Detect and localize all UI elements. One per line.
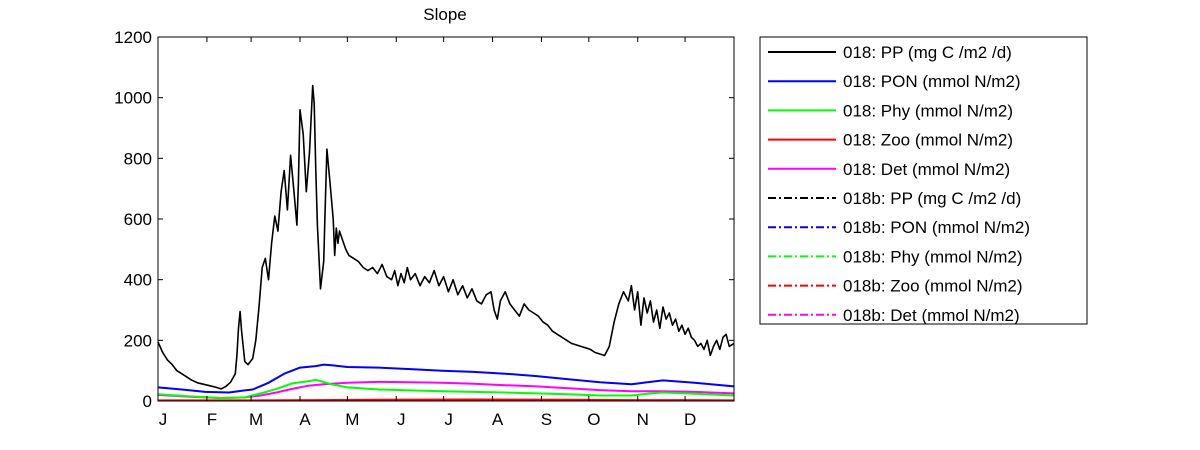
legend-label-2: 018: Phy (mmol N/m2) [843, 101, 1013, 120]
legend-label-1: 018: PON (mmol N/m2) [843, 72, 1021, 91]
plot-lines [157, 84, 735, 402]
series-line-0 [157, 84, 735, 390]
series-line-3 [158, 398, 735, 402]
x-tick-label: S [541, 410, 552, 429]
y-tick-label: 400 [124, 271, 152, 290]
series-line-4 [157, 380, 735, 399]
y-axis: 0 200 400 600 800 1000 1200 [114, 28, 734, 411]
x-tick-label: J [397, 410, 406, 429]
legend-label-9: 018b: Det (mmol N/m2) [843, 306, 1020, 325]
x-tick-label: F [207, 410, 217, 429]
x-tick-label: M [345, 410, 359, 429]
x-tick-label: A [492, 410, 504, 429]
legend-label-0: 018: PP (mg C /m2 /d) [843, 43, 1012, 62]
series-line-2 [157, 378, 735, 399]
legend-label-7: 018b: Phy (mmol N/m2) [843, 247, 1023, 266]
series-line-1 [157, 363, 735, 394]
x-tick-label: M [249, 410, 263, 429]
x-tick-label: J [444, 410, 453, 429]
x-tick-label: N [637, 410, 649, 429]
legend-label-8: 018b: Zoo (mmol N/m2) [843, 277, 1023, 296]
x-tick-label: D [684, 410, 696, 429]
legend: 018: PP (mg C /m2 /d) 018: PON (mmol N/m2… [759, 36, 1088, 325]
legend-label-5: 018b: PP (mg C /m2 /d) [843, 189, 1021, 208]
plot-area-frame [157, 36, 735, 402]
x-tick-label: O [587, 410, 600, 429]
legend-label-6: 018b: PON (mmol N/m2) [843, 218, 1030, 237]
y-tick-label: 0 [143, 392, 152, 411]
y-tick-label: 1000 [114, 89, 152, 108]
legend-label-4: 018: Det (mmol N/m2) [843, 160, 1010, 179]
chart-title: Slope [423, 5, 466, 24]
legend-box [759, 36, 1088, 325]
x-tick-label: A [299, 410, 311, 429]
y-tick-label: 1200 [114, 28, 152, 47]
y-tick-label: 600 [124, 210, 152, 229]
legend-label-3: 018: Zoo (mmol N/m2) [843, 131, 1013, 150]
y-tick-label: 200 [124, 331, 152, 350]
y-tick-label: 800 [124, 149, 152, 168]
x-tick-label: J [159, 410, 168, 429]
